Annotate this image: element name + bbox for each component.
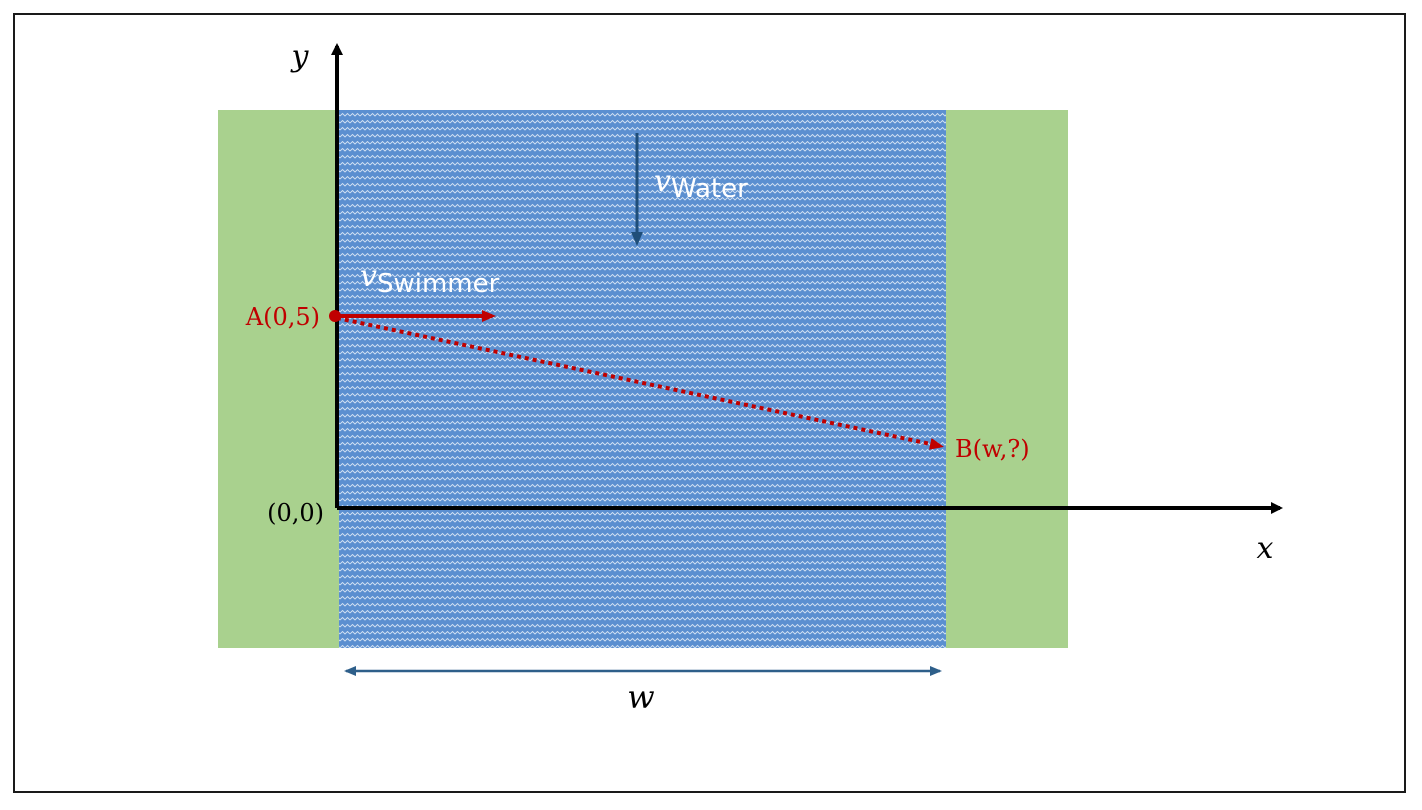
- river: [339, 110, 946, 648]
- point-a-label: A(0,5): [245, 303, 320, 331]
- right-bank: [946, 110, 1068, 648]
- water-velocity-subscript: Water: [671, 174, 748, 204]
- water-velocity-label: vWater: [654, 164, 748, 204]
- point-a: [329, 310, 341, 322]
- y-axis-label: y: [290, 39, 310, 74]
- width-label: w: [627, 678, 654, 716]
- x-axis-label: x: [1257, 531, 1274, 566]
- left-bank: [218, 110, 339, 648]
- point-b-label: B(w,?): [955, 435, 1030, 463]
- swimmer-path: [336, 316, 944, 450]
- origin-label: (0,0): [267, 499, 324, 527]
- swimmer-velocity-symbol: v: [360, 259, 377, 294]
- water-velocity-symbol: v: [654, 164, 671, 199]
- swimmer-velocity-subscript: Swimmer: [377, 269, 500, 299]
- swimmer-velocity-label: vSwimmer: [360, 259, 500, 299]
